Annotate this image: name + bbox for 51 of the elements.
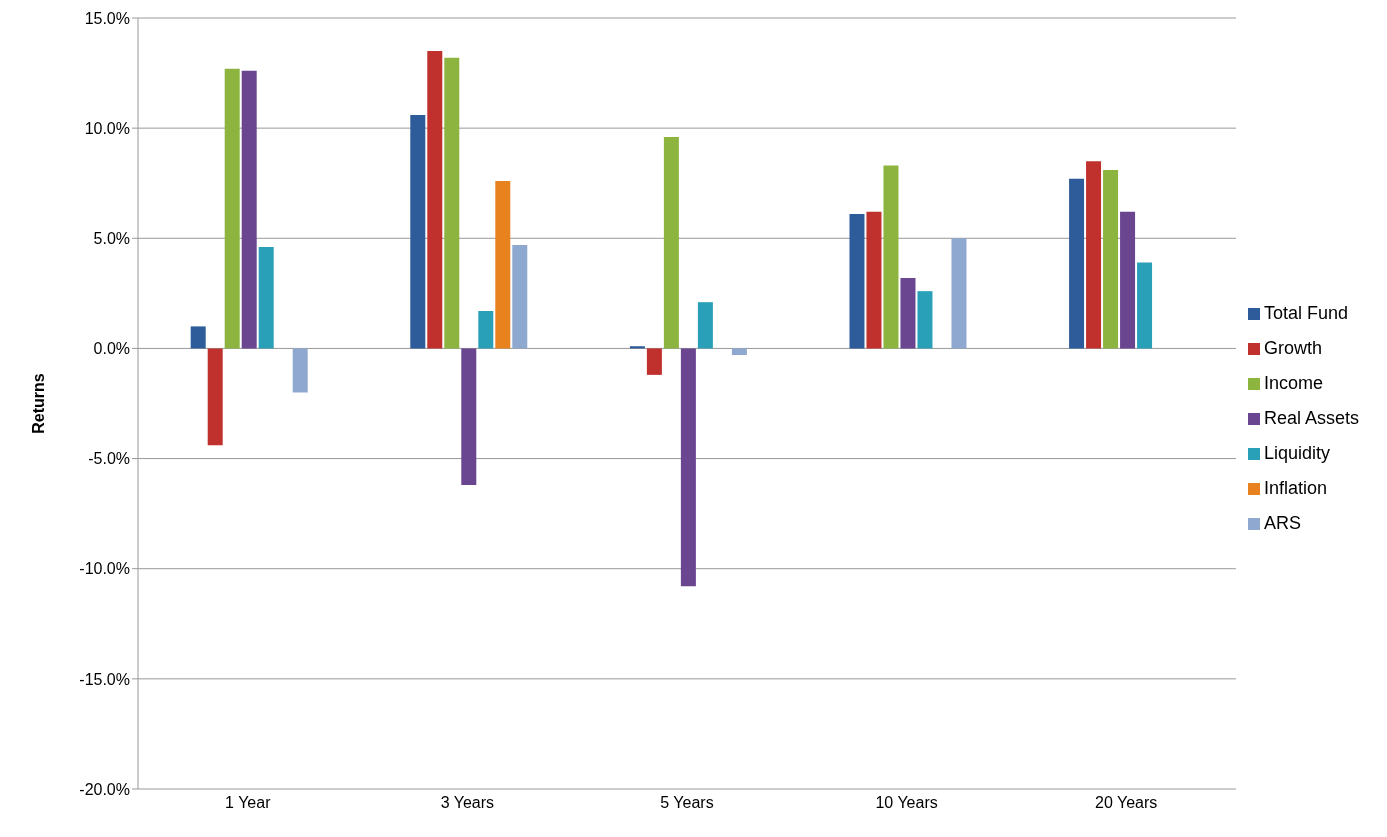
bar (663, 136, 679, 349)
bar (292, 348, 308, 393)
bar (900, 277, 916, 349)
y-tick-label: -10.0% (79, 560, 130, 578)
x-tick-label: 10 Years (875, 794, 938, 812)
bar (629, 346, 645, 349)
y-tick-label: -20.0% (79, 780, 130, 798)
bar (258, 247, 274, 349)
y-tick-label: -15.0% (79, 670, 130, 688)
y-tick-label: 0.0% (93, 340, 130, 358)
x-tick-label: 5 Years (660, 794, 714, 812)
bar (190, 326, 206, 349)
bar (241, 70, 257, 349)
bar (495, 181, 511, 349)
y-axis-title: Returns (29, 373, 47, 434)
bar (1137, 262, 1153, 349)
legend-label: Growth (1263, 338, 1322, 358)
bar (697, 302, 713, 349)
legend-label: Total Fund (1263, 303, 1349, 323)
legend-label: Income (1263, 373, 1323, 393)
bar (427, 51, 443, 349)
y-tick-label: 10.0% (84, 119, 130, 137)
y-tick-label: 5.0% (93, 229, 130, 247)
bar (512, 244, 528, 349)
legend-label: Real Assets (1263, 408, 1359, 428)
bar (444, 57, 460, 349)
x-tick-label: 20 Years (1095, 794, 1158, 812)
bar (849, 214, 865, 349)
bar (917, 291, 933, 349)
bar (1086, 161, 1102, 349)
bar (1120, 211, 1136, 349)
legend-label: Inflation (1263, 478, 1327, 498)
bar (461, 348, 477, 486)
bar (1069, 178, 1085, 349)
bar (478, 310, 494, 349)
bar (1103, 170, 1119, 349)
x-tick-label: 3 Years (440, 794, 495, 812)
y-tick-label: -5.0% (88, 450, 130, 468)
bar (866, 211, 882, 349)
bar (410, 114, 426, 349)
bar (680, 348, 696, 587)
bar (951, 238, 967, 349)
bar (731, 348, 747, 356)
legend-label: Liquidity (1263, 443, 1330, 463)
legend-label: ARS (1263, 513, 1301, 533)
bar (207, 348, 223, 446)
y-tick-label: 15.0% (84, 9, 130, 27)
x-tick-label: 1 Year (225, 794, 272, 812)
bar (883, 165, 899, 349)
bar (224, 68, 240, 349)
bar (646, 348, 662, 375)
